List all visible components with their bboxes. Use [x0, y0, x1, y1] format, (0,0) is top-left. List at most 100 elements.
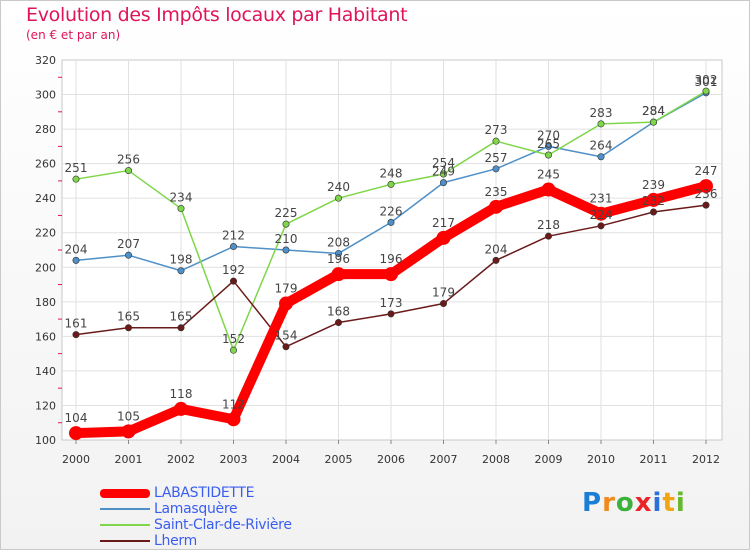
data-label: 273 [485, 123, 508, 137]
data-point [544, 151, 552, 159]
legend-label: Lherm [154, 533, 197, 549]
data-point [230, 346, 238, 354]
data-point [436, 230, 451, 245]
data-label: 251 [65, 161, 88, 175]
x-tick-label: 2006 [377, 453, 405, 466]
data-point [387, 310, 395, 318]
data-label: 112 [222, 397, 245, 411]
data-label: 254 [432, 156, 455, 170]
data-label: 234 [170, 191, 193, 205]
logo-letter: t [662, 488, 676, 518]
data-point [544, 142, 552, 150]
y-tick-label: 160 [35, 330, 56, 343]
data-label: 198 [170, 253, 193, 267]
legend-swatch [100, 488, 150, 498]
data-label: 301 [695, 75, 718, 89]
legend-label: Saint-Clar-de-Rivière [154, 517, 292, 533]
data-label: 257 [485, 151, 508, 165]
data-label: 264 [590, 139, 613, 153]
data-label: 224 [590, 208, 613, 222]
plot-area [61, 59, 723, 441]
data-point [174, 401, 188, 416]
y-tick-label: 240 [35, 192, 56, 205]
data-label: 105 [117, 409, 140, 423]
legend-item: LABASTIDETTE [100, 485, 360, 501]
data-point [492, 256, 500, 264]
data-point [541, 182, 556, 197]
data-point [125, 167, 133, 175]
y-tick-label: 260 [35, 158, 56, 171]
data-point [597, 153, 605, 161]
data-label: 240 [327, 180, 350, 194]
data-label: 249 [432, 165, 455, 179]
data-label: 165 [170, 310, 193, 324]
data-point [331, 267, 346, 282]
x-tick-label: 2000 [62, 453, 90, 466]
data-label: 207 [117, 237, 140, 251]
x-tick-label: 2010 [587, 453, 615, 466]
data-label: 161 [65, 317, 88, 331]
y-tick-label: 300 [35, 89, 56, 102]
data-point [597, 222, 605, 230]
logo-letter: o [615, 488, 635, 518]
data-label: 118 [170, 387, 193, 401]
data-point [649, 118, 657, 126]
data-label: 283 [590, 106, 613, 120]
data-label: 235 [485, 185, 508, 199]
data-label: 173 [380, 296, 403, 310]
data-point [230, 277, 238, 285]
y-tick-label: 100 [35, 434, 56, 447]
data-point [489, 199, 503, 214]
data-label: 154 [275, 329, 298, 343]
data-label: 179 [432, 286, 455, 300]
x-tick-label: 2001 [115, 453, 143, 466]
data-label: 270 [537, 128, 560, 142]
data-label: 165 [117, 310, 140, 324]
data-label: 302 [695, 73, 718, 87]
data-point [387, 218, 395, 226]
y-tick-label: 140 [35, 365, 56, 378]
legend-item: Lamasquère [100, 501, 360, 517]
x-tick-label: 2011 [640, 453, 668, 466]
x-tick-label: 2012 [692, 453, 720, 466]
data-point [226, 412, 241, 427]
data-label: 104 [65, 411, 88, 425]
x-tick-label: 2008 [482, 453, 510, 466]
logo-letter: i [652, 488, 663, 518]
y-tick-label: 220 [35, 227, 56, 240]
data-point [334, 249, 342, 257]
data-point [72, 331, 80, 339]
data-label: 245 [537, 168, 560, 182]
data-point [177, 205, 185, 213]
data-point [334, 319, 342, 327]
legend-item: Lherm [100, 533, 360, 549]
legend-swatch [100, 524, 150, 526]
x-tick-label: 2005 [325, 453, 353, 466]
data-point [125, 324, 133, 332]
data-point [646, 192, 661, 207]
data-label: 226 [380, 204, 403, 218]
data-point [125, 251, 133, 259]
data-point [702, 87, 710, 95]
data-label: 192 [222, 263, 245, 277]
data-point [544, 232, 552, 240]
legend-swatch [100, 540, 150, 542]
y-tick-label: 200 [35, 261, 56, 274]
proxiti-logo: Proxiti [582, 488, 686, 518]
data-point [594, 206, 608, 221]
data-point [439, 300, 447, 308]
data-point [439, 170, 447, 178]
data-label: 247 [695, 164, 718, 178]
legend-item: Saint-Clar-de-Rivière [100, 517, 360, 533]
x-tick-label: 2002 [167, 453, 195, 466]
data-label: 236 [695, 187, 718, 201]
data-label: 265 [537, 137, 560, 151]
data-label: 168 [327, 305, 350, 319]
data-point [72, 175, 80, 183]
data-point [384, 267, 398, 282]
data-label: 218 [537, 218, 560, 232]
legend-label: LABASTIDETTE [154, 485, 255, 501]
data-point [492, 137, 500, 145]
data-label: 208 [327, 235, 350, 249]
data-label: 284 [642, 104, 665, 118]
